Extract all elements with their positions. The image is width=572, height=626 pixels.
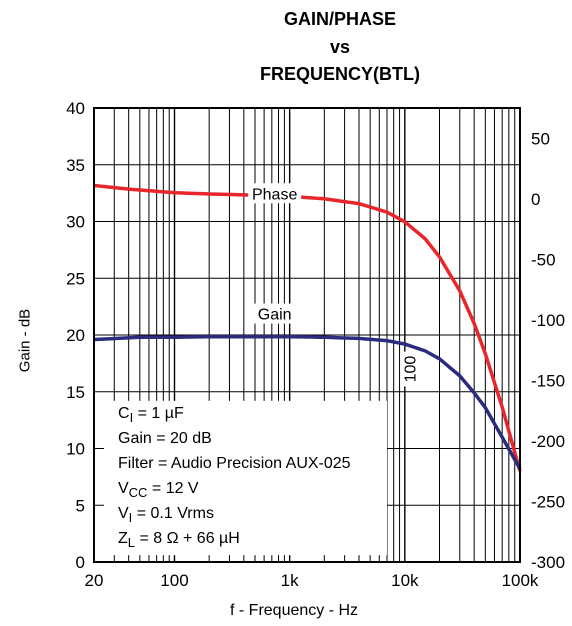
x-tick-label: 20: [85, 571, 104, 590]
tick-label-layer: 0 5 10 15 20 25 30 35 40 50 0 -50 -100 -150 -200 -250 -3…: [66, 99, 565, 590]
y-tick-label: 5: [76, 496, 85, 515]
marker-100-label: 100: [402, 356, 419, 383]
condition-line: VCC = 12 V: [118, 480, 199, 500]
annotation-layer: Phase Gain 100: [248, 183, 421, 387]
x-tick-label: 1k: [281, 571, 299, 590]
phase-label: Phase: [252, 186, 297, 203]
condition-line: VI = 0.1 Vrms: [118, 505, 214, 525]
y-tick-label: 35: [66, 156, 85, 175]
x-tick-label: 100: [160, 571, 188, 590]
y2-tick-label: -100: [531, 311, 565, 330]
conditions-box: CI = 1 µF Gain = 20 dB Filter = Audio Prec…: [104, 400, 387, 556]
phase-label-bg: [248, 183, 302, 204]
y2-tick-label: -250: [531, 492, 565, 511]
marker-100-label-bg: [400, 351, 421, 387]
condition-line: Filter = Audio Precision AUX-025: [118, 455, 351, 472]
y-tick-label: 15: [66, 383, 85, 402]
marker-100-label-group: 100: [400, 351, 421, 387]
conditions-background: [104, 400, 387, 556]
y-tick-label: 20: [66, 326, 85, 345]
y-tick-label: 40: [66, 99, 85, 118]
chart-title-line-1: GAIN/PHASE: [283, 9, 397, 29]
chart-title-line-2: vs: [329, 37, 351, 57]
y2-tick-label: 50: [531, 129, 550, 148]
y2-tick-label: -150: [531, 371, 565, 390]
x-tick-label: 100k: [502, 571, 539, 590]
y2-tick-label: -300: [531, 553, 565, 572]
y-tick-label: 25: [66, 269, 85, 288]
condition-line: CI = 1 µF: [118, 405, 184, 425]
y-tick-label: 0: [76, 553, 85, 572]
condition-line: ZL = 8 Ω + 66 µH: [118, 530, 240, 550]
y-axis-title: Gain - dB: [16, 308, 34, 373]
x-axis-title: f - Frequency - Hz: [230, 602, 359, 619]
condition-line: Gain = 20 dB: [118, 430, 212, 447]
y2-tick-label: -200: [531, 432, 565, 451]
gain-label: Gain: [258, 307, 292, 324]
y-tick-label: 30: [66, 213, 85, 232]
plot-frame: [93, 107, 521, 563]
gain-label-bg: [252, 303, 297, 324]
y2-tick-label: -50: [531, 250, 556, 269]
x-tick-label: 10k: [391, 571, 419, 590]
chart-title-line-3: FREQUENCY(BTL): [260, 64, 420, 84]
y2-tick-label: 0: [531, 190, 540, 209]
y-tick-label: 10: [66, 440, 85, 459]
